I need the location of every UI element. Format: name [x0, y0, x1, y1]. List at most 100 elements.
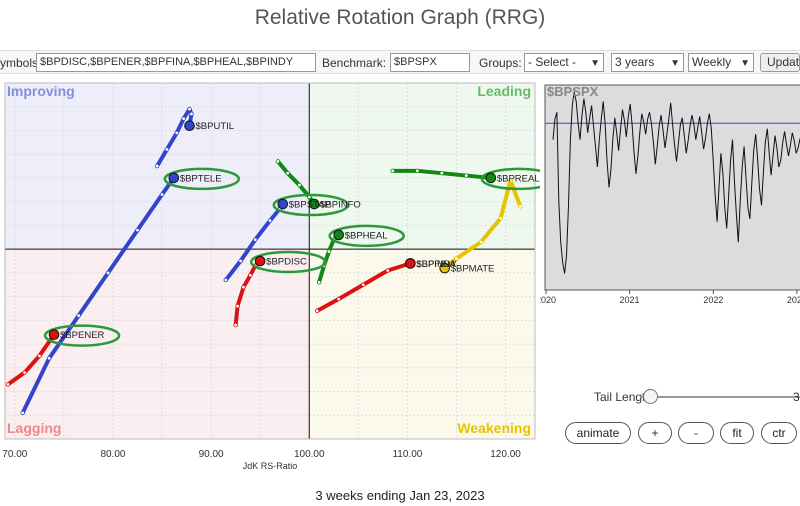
period-select-value: 3 years — [615, 55, 655, 69]
tail-point-bpinfo — [297, 182, 302, 188]
quadrant-label-leading: Leading — [477, 83, 531, 99]
tail-length-slider-thumb[interactable] — [642, 389, 658, 404]
tail-point-bpstap — [238, 258, 243, 264]
rrg-chart[interactable]: Improving Leading Lagging Weakening 70.0… — [0, 80, 540, 475]
x-tick-label: 80.00 — [100, 449, 125, 460]
x-tick-labels: 70.00 80.00 90.00 100.00 110.00 120.00 — [2, 449, 521, 460]
highlight-bptele — [163, 167, 241, 191]
tail-bpmate — [442, 178, 523, 271]
head-bputil — [184, 120, 195, 132]
groups-select-value: - Select - — [528, 55, 577, 69]
series-labels: $BPUTIL $BPTELE $BPSTAP$BPINFO $BPREAL $BPHE… — [60, 121, 540, 341]
page-title: Relative Rotation Graph (RRG) — [254, 6, 546, 29]
symbols-input[interactable]: $BPDISC,$BPENER,$BPFINA,$BPHEAL,$BPINDY — [36, 53, 316, 72]
tail-point-bpstap — [253, 237, 258, 242]
groups-select[interactable]: - Select - ▼ — [524, 53, 604, 72]
benchmark-title: $BPSPX — [547, 84, 599, 99]
head-bpstap — [277, 198, 289, 210]
label-bpinfo: $BPINFO — [320, 200, 361, 211]
x-tick-label: 90.00 — [199, 449, 224, 460]
tail-point-bpener — [5, 382, 11, 387]
head-bpener — [48, 329, 60, 340]
tail-point-bpmate — [454, 256, 459, 261]
tail-point-bpener — [22, 370, 27, 375]
x-tick-label: 70.00 — [2, 449, 27, 460]
quadrant-label-lagging: Lagging — [7, 420, 61, 436]
update-button[interactable]: Update — [760, 53, 800, 72]
center-button[interactable]: ctr — [761, 422, 797, 444]
zoom-in-button[interactable]: + — [638, 422, 672, 444]
tail-length-slider[interactable] — [640, 396, 800, 398]
head-bpreal — [485, 172, 497, 184]
highlight-bpstap — [272, 193, 350, 217]
animate-button[interactable]: animate — [565, 422, 631, 444]
label-bpener: $BPENER — [60, 330, 104, 341]
tail-point-bpheal — [326, 249, 332, 254]
benchmark-line — [552, 91, 800, 274]
tail-point-bptele — [135, 227, 140, 233]
tail-point-bpreal — [439, 170, 444, 176]
label-bpfina: $BPFINA — [416, 259, 456, 270]
label-bpstap: $BPSTAP — [289, 200, 331, 211]
heads — [48, 120, 497, 340]
tail-point-bpstap — [223, 277, 229, 283]
tail-length-value: 3 — [793, 390, 800, 404]
tail-point-bpindy — [361, 282, 366, 287]
groups-label: Groups: — [479, 56, 522, 70]
tail-point-bputil — [164, 147, 170, 152]
head-bpmate — [439, 262, 451, 274]
benchmark-x-tick-label: 2023 — [787, 295, 800, 305]
label-bpheal: $BPHEAL — [345, 230, 388, 241]
head-bpfina — [405, 258, 416, 269]
tail-point-bpdisc — [241, 284, 246, 290]
tail-point-bptele — [105, 270, 111, 276]
tail-point-bpdisc — [248, 273, 253, 278]
tail-point-bptele — [20, 410, 25, 416]
plot-border — [4, 82, 536, 440]
tails — [5, 106, 523, 416]
head-bpinfo — [308, 198, 320, 210]
tail-point-bpmate — [498, 216, 503, 221]
period-caption: 3 weeks ending Jan 23, 2023 — [315, 488, 485, 503]
frequency-select[interactable]: Weekly ▼ — [688, 53, 754, 72]
benchmark-input[interactable]: $BPSPX — [390, 53, 470, 72]
benchmark-x-tick-label: 2022 — [703, 295, 723, 305]
quadrant-leading — [309, 83, 535, 250]
chevron-down-icon: ▼ — [670, 58, 680, 69]
benchmark-x-tick-label: 2021 — [620, 295, 640, 305]
tail-point-bputil — [154, 163, 160, 169]
period-select[interactable]: 3 years ▼ — [611, 53, 684, 72]
x-axis-label: JdK RS-Ratio — [243, 461, 298, 471]
benchmark-plot-area — [544, 84, 800, 291]
fit-button[interactable]: fit — [720, 422, 754, 444]
label-bputil: $BPUTIL — [196, 121, 235, 132]
highlight-bpreal — [480, 167, 540, 191]
tail-point-bpheal — [316, 280, 322, 285]
tail-point-bpdisc — [235, 303, 240, 309]
tail-point-bpdisc — [233, 322, 238, 328]
tail-bpener — [5, 332, 57, 387]
x-tick-label: 100.00 — [294, 449, 325, 460]
chevron-down-icon: ▼ — [740, 58, 750, 69]
label-bptele: $BPTELE — [180, 173, 222, 184]
tail-point-bpstap — [267, 218, 273, 223]
head-bptele — [168, 172, 180, 184]
tail-point-bpindy — [336, 296, 341, 302]
tail-length-label: Tail Length: — [594, 390, 656, 404]
quadrant-label-weakening: Weakening — [457, 420, 531, 436]
highlight-bpheal — [328, 224, 405, 248]
chevron-down-icon: ▼ — [590, 58, 600, 69]
tail-point-bpreal — [390, 168, 395, 174]
x-tick-label: 120.00 — [490, 449, 521, 460]
tail-point-bpmate — [508, 178, 513, 183]
tail-point-bpreal — [415, 168, 420, 174]
tail-point-bputil — [187, 106, 192, 112]
tail-point-bputil — [174, 130, 179, 136]
tail-point-bpener — [37, 353, 42, 359]
zoom-out-button[interactable]: - — [678, 422, 714, 444]
tail-point-bpinfo — [285, 170, 290, 176]
highlight-bpener — [43, 324, 121, 347]
